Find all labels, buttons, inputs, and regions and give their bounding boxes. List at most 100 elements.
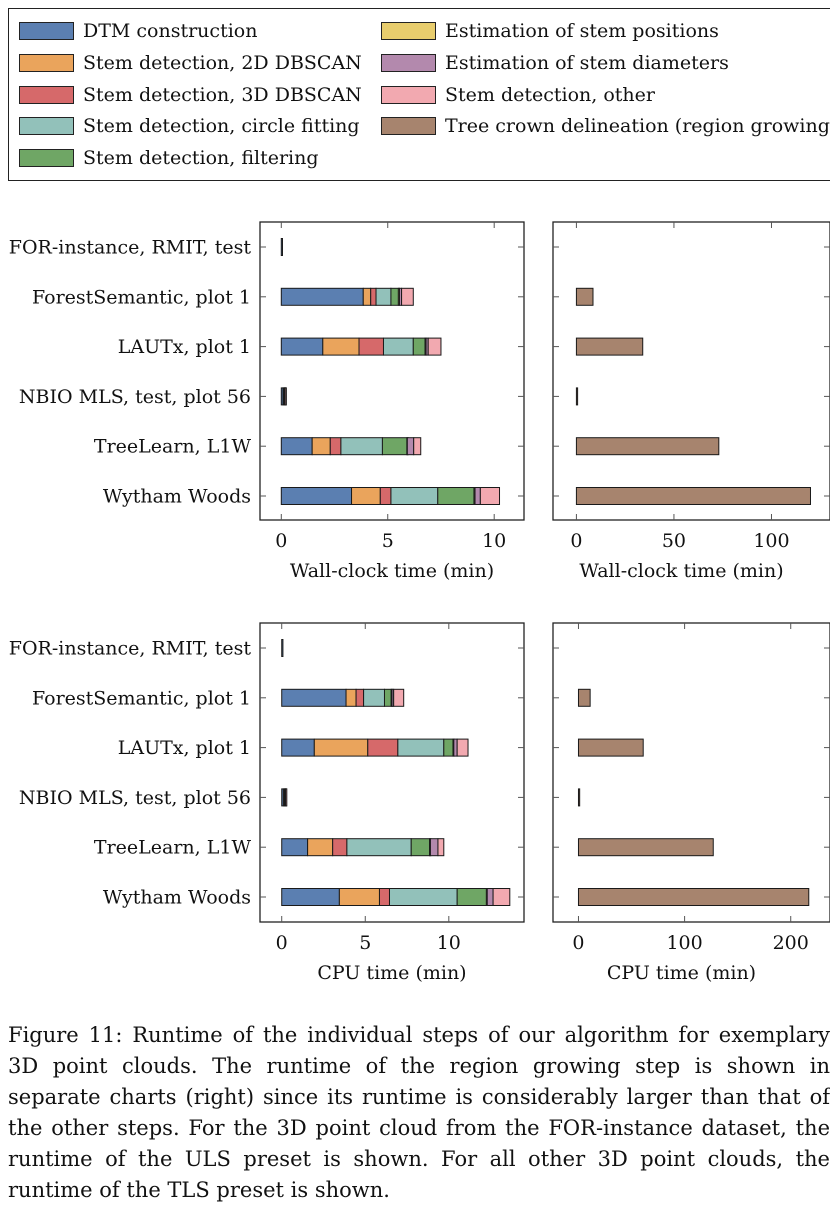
category-label: Wytham Woods	[103, 486, 251, 508]
bar-segment	[363, 688, 385, 707]
bar-segment	[575, 387, 579, 406]
x-tick-label: 5	[382, 530, 394, 552]
bar-segment	[351, 487, 381, 505]
legend-item: Tree crown delineation (region growing)	[381, 114, 830, 138]
bar-segment	[577, 788, 581, 807]
bar-segment	[280, 287, 364, 306]
legend-swatch	[19, 117, 74, 136]
x-tick-label: 100	[666, 932, 702, 954]
category-label: Wytham Woods	[103, 887, 251, 909]
bar-segment	[329, 437, 342, 456]
category-label: ForestSemantic, plot 1	[32, 286, 251, 308]
bar-segment	[486, 888, 494, 906]
bar-segment	[284, 387, 287, 406]
bar-segment	[370, 287, 377, 306]
x-axis-label: Wall-clock time (min)	[290, 560, 494, 582]
bar-segment	[281, 639, 284, 657]
legend-item: DTM construction	[19, 19, 257, 43]
category-label: ForestSemantic, plot 1	[32, 687, 251, 709]
x-tick-label: 0	[276, 932, 288, 954]
legend-label: Stem detection, filtering	[83, 147, 319, 170]
bar-segment	[390, 487, 439, 505]
bar-segment	[345, 688, 357, 707]
bar-segment	[379, 487, 392, 505]
bar-segment	[280, 487, 353, 505]
bar-segment	[575, 337, 644, 356]
x-tick-label: 0	[570, 530, 582, 552]
category-label: FOR-instance, RMIT, test	[9, 638, 252, 660]
legend-swatch	[19, 22, 74, 40]
bar-segment	[381, 437, 408, 456]
bar-segment	[437, 487, 475, 505]
category-label: NBIO MLS, test, plot 56	[19, 787, 251, 809]
bar-segment	[378, 888, 390, 906]
bar-segment	[453, 738, 458, 757]
bar-segment	[355, 688, 365, 707]
bar-segment	[443, 738, 454, 757]
bar-segment	[577, 838, 714, 857]
plot-frame	[259, 622, 525, 923]
x-tick-label: 0	[275, 530, 287, 552]
bar-segment	[280, 437, 313, 456]
plot-frame	[552, 622, 830, 923]
bar-segment	[375, 287, 392, 306]
legend-label: Estimation of stem diameters	[445, 51, 729, 74]
bar-segment	[332, 838, 348, 857]
category-label: FOR-instance, RMIT, test	[9, 237, 252, 259]
bar-segment	[313, 738, 369, 757]
chart-legend: DTM construction Stem detection, 2D DBSCA…	[8, 8, 830, 181]
bar-segment	[401, 287, 414, 306]
legend-label: Estimation of stem positions	[445, 20, 719, 42]
bar-segment	[577, 888, 810, 906]
bar-segment	[406, 437, 415, 456]
bar-segment	[322, 337, 360, 356]
bar-segment	[281, 888, 340, 906]
x-axis-label: CPU time (min)	[317, 962, 466, 984]
bar-segment	[338, 888, 380, 906]
bar-segment	[307, 838, 334, 857]
legend-item: Stem detection, 2D DBSCAN	[19, 51, 362, 75]
bar-segment	[577, 738, 644, 757]
legend-item: Stem detection, 3D DBSCAN	[19, 83, 362, 107]
bar-segment	[280, 238, 283, 256]
plot-frame	[552, 221, 830, 521]
bar-segment	[390, 287, 399, 306]
legend-item: Stem detection, filtering	[19, 146, 319, 170]
bar-segment	[367, 738, 399, 757]
bar-segment	[412, 337, 426, 356]
bar-segment	[383, 688, 392, 707]
x-tick-label: 200	[773, 932, 809, 954]
bar-segment	[577, 688, 591, 707]
category-label: LAUTx, plot 1	[118, 336, 251, 358]
bar-segment	[280, 337, 324, 356]
bar-segment	[281, 688, 347, 707]
bar-segment	[410, 838, 431, 857]
legend-item: Stem detection, circle fitting	[19, 114, 360, 138]
x-axis-label: Wall-clock time (min)	[579, 560, 783, 582]
legend-swatch	[381, 22, 436, 40]
x-axis-label: CPU time (min)	[607, 962, 756, 984]
category-label: LAUTx, plot 1	[118, 737, 251, 759]
bar-segment	[382, 337, 414, 356]
category-label: NBIO MLS, test, plot 56	[19, 386, 251, 408]
legend-label: Tree crown delineation (region growing)	[445, 115, 830, 138]
bar-segment	[397, 738, 445, 757]
legend-label: Stem detection, 2D DBSCAN	[83, 51, 362, 74]
charts-area: FOR-instance, RMIT, test ForestSemantic, …	[9, 221, 830, 984]
x-tick-label: 50	[662, 530, 686, 552]
category-label: TreeLearn, L1W	[94, 436, 252, 458]
legend-swatch	[19, 85, 74, 104]
bar-segment	[427, 337, 442, 356]
legend-swatch	[19, 149, 74, 168]
bar-segment	[340, 437, 383, 456]
bar-segment	[393, 688, 405, 707]
bar-segment	[437, 838, 445, 857]
legend-swatch	[19, 53, 74, 72]
bar-segment	[413, 437, 422, 456]
bar-segment	[575, 287, 594, 306]
legend-label: DTM construction	[83, 20, 258, 42]
bar-segment	[358, 337, 384, 356]
bar-segment	[456, 738, 469, 757]
figure-caption: Figure 11: Runtime of the individual ste…	[8, 1023, 830, 1202]
bar-segment	[474, 487, 481, 505]
